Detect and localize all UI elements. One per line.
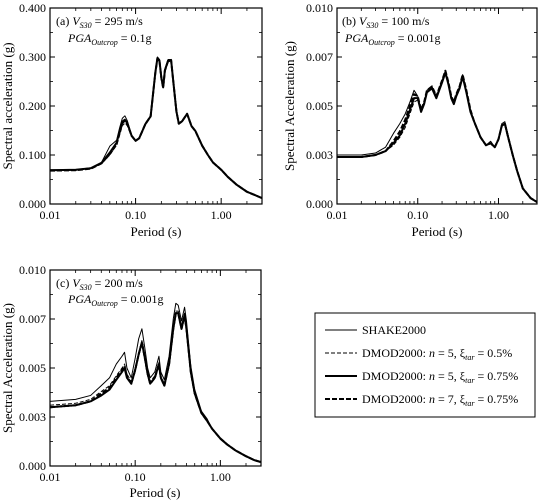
panel-c-series-thin-solid — [49, 302, 262, 463]
panel-a-ytick-label: 0.100 — [19, 148, 46, 162]
panel-a-ytick-label: 0.300 — [19, 50, 46, 64]
legend-entry-thick-dashed: DMOD2000: n = 7, ξtar = 0.75% — [362, 392, 518, 408]
panel-b-series-thick-solid — [337, 71, 538, 203]
panel-a: 0.000 0.100 0.200 0.300 0.400 0.01 0.10 1.00 (a… — [0, 1, 263, 239]
panel-c: 0.000 0.003 0.005 0.007 0.010 0.01 0.10 1.00 (c… — [0, 263, 262, 500]
panel-a-series — [49, 56, 263, 200]
panel-a-annotation-line2: PGAOutcrop = 0.1g — [67, 31, 151, 47]
panel-b-annotation-line2: PGAOutcrop = 0.001g — [344, 31, 440, 47]
panel-c-series-thick-solid — [49, 312, 262, 464]
panel-c-series-thick-dashed — [49, 312, 262, 464]
panel-c-ytick-label: 0.005 — [19, 361, 46, 375]
legend-entry-thin-dashed: DMOD2000: n = 5, ξtar = 0.5% — [362, 346, 512, 362]
panel-a-xlabel: Period (s) — [131, 224, 182, 239]
panel-c-series-thin-dashed — [49, 310, 262, 463]
panel-c-annotation-line1: (c) VS30 = 200 m/s — [56, 276, 143, 292]
panel-c-ylabel: Spectral Acceleration (g) — [0, 303, 15, 433]
panel-b-ticks: 0.000 0.003 0.005 0.007 0.010 0.01 0.10 1.00 — [306, 1, 537, 222]
panel-a-ylabel: Spectral acceleration (g) — [0, 42, 15, 169]
panel-b-annotation-line1: (b) VS30 = 100 m/s — [342, 14, 430, 30]
panel-a-ytick-label: 0.200 — [19, 99, 46, 113]
panel-c-ytick-label: 0.003 — [19, 410, 46, 424]
panel-c-series — [49, 302, 262, 464]
panel-b-series-thin-dashed — [337, 72, 538, 203]
legend: SHAKE2000 DMOD2000: n = 5, ξtar = 0.5% DMO… — [314, 312, 536, 418]
panel-c-xtick-label: 1.00 — [210, 470, 231, 484]
panel-c-ytick-label: 0.000 — [19, 459, 46, 473]
panel-a-series-thick-solid — [49, 56, 263, 200]
panel-b-ylabel: Spectral Acceleration (g) — [282, 41, 297, 171]
legend-entries: SHAKE2000 DMOD2000: n = 5, ξtar = 0.5% DMO… — [325, 323, 518, 408]
panel-b-series-thick-dashed — [337, 69, 538, 203]
panel-c-ticks: 0.000 0.003 0.005 0.007 0.010 0.01 0.10 1.00 — [19, 263, 261, 484]
legend-entry-thick-solid: DMOD2000: n = 5, ξtar = 0.75% — [362, 369, 518, 385]
panel-c-xtick-label: 0.01 — [40, 470, 61, 484]
panel-c-xtick-label: 0.10 — [125, 470, 146, 484]
panel-a-ytick-label: 0.000 — [19, 197, 46, 211]
panel-a-series-thin-solid — [50, 56, 263, 199]
panel-a-annotation-line1: (a) VS30 = 295 m/s — [56, 14, 143, 30]
legend-entry-thin-solid: SHAKE2000 — [362, 323, 426, 337]
panel-b-series — [337, 69, 538, 203]
panel-a-ytick-label: 0.400 — [19, 1, 46, 15]
panel-c-ytick-label: 0.010 — [19, 263, 46, 277]
panel-c-ytick-label: 0.007 — [19, 312, 46, 326]
panel-b-xtick-label: 0.10 — [407, 208, 428, 222]
panel-a-xtick-label: 1.00 — [211, 208, 232, 222]
panel-b-xlabel: Period (s) — [412, 224, 463, 239]
panel-b-ytick-label: 0.000 — [306, 197, 333, 211]
panel-a-xtick-label: 0.01 — [40, 208, 61, 222]
panel-b-xtick-label: 1.00 — [488, 208, 509, 222]
panel-a-ticks: 0.000 0.100 0.200 0.300 0.400 0.01 0.10 1.00 — [19, 1, 262, 222]
panel-c-annotation-line2: PGAOutcrop = 0.001g — [67, 292, 163, 308]
panel-a-xtick-label: 0.10 — [125, 208, 146, 222]
panel-b-ytick-label: 0.007 — [306, 50, 333, 64]
panel-b: 0.000 0.003 0.005 0.007 0.010 0.01 0.10 1.00 (b… — [282, 1, 538, 239]
panel-a-series-thin-dashed — [49, 58, 263, 199]
panel-b-xtick-label: 0.01 — [327, 208, 348, 222]
panel-a-series-thick-dashed — [49, 57, 263, 200]
panel-b-ytick-label: 0.010 — [306, 1, 333, 15]
panel-b-ytick-label: 0.005 — [306, 99, 333, 113]
panel-c-xlabel: Period (s) — [130, 485, 181, 500]
panel-b-ytick-label: 0.003 — [306, 148, 333, 162]
